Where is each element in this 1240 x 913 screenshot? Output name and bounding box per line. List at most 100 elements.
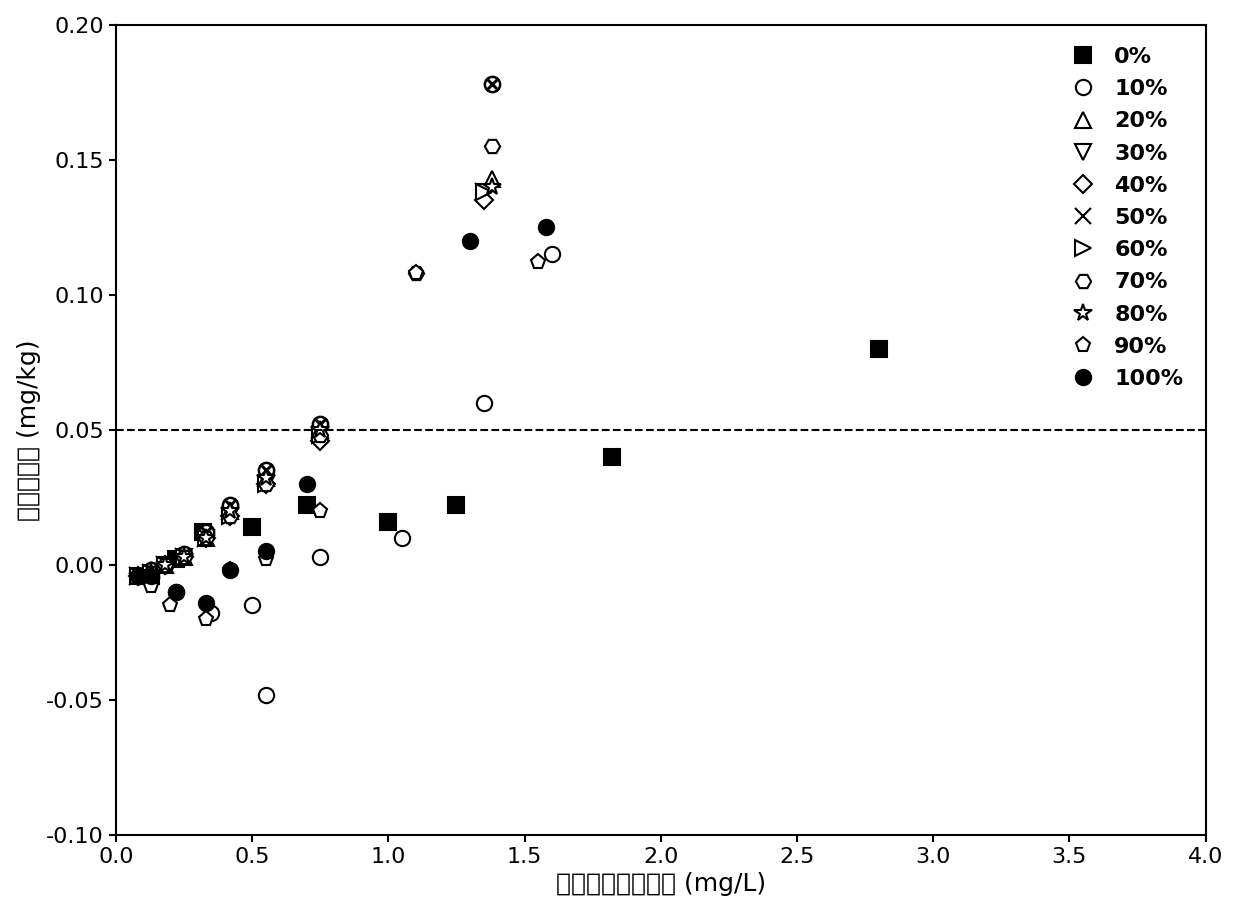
Line: 0%: 0% [144, 341, 887, 583]
70% [312, 430, 327, 441]
60% [223, 510, 238, 521]
30% [198, 532, 213, 543]
20% [198, 532, 213, 543]
X-axis label: 平衡溶液氨氮浓度 (mg/L): 平衡溶液氨氮浓度 (mg/L) [556, 872, 766, 897]
100% [258, 546, 273, 557]
0% [604, 451, 619, 462]
90% [223, 565, 238, 576]
0% [244, 521, 259, 532]
Line: 90%: 90% [130, 255, 546, 626]
70% [485, 141, 500, 152]
10% [312, 551, 327, 562]
60% [144, 568, 159, 579]
10% [394, 532, 409, 543]
20% [157, 560, 172, 571]
40% [312, 436, 327, 446]
60% [476, 186, 491, 197]
0% [449, 500, 464, 511]
80% [144, 568, 159, 579]
40% [223, 510, 238, 521]
40% [176, 551, 191, 562]
20% [258, 473, 273, 484]
0% [381, 516, 396, 527]
10% [169, 586, 184, 597]
80% [312, 425, 327, 436]
20% [144, 565, 159, 576]
60% [157, 560, 172, 571]
60% [258, 478, 273, 489]
70% [198, 532, 213, 543]
40% [258, 478, 273, 489]
Line: 80%: 80% [129, 178, 501, 584]
70% [157, 560, 172, 571]
30% [144, 568, 159, 579]
50% [312, 419, 327, 430]
30% [223, 510, 238, 521]
50% [130, 571, 145, 582]
80% [485, 182, 500, 193]
80% [198, 532, 213, 543]
70% [176, 551, 191, 562]
Line: 30%: 30% [130, 184, 491, 583]
100% [539, 222, 554, 233]
40% [130, 571, 145, 582]
20% [223, 506, 238, 517]
Line: 70%: 70% [130, 139, 500, 583]
20% [176, 551, 191, 562]
10% [244, 600, 259, 611]
90% [144, 581, 159, 592]
80% [223, 506, 238, 517]
Legend: 0%, 10%, 20%, 30%, 40%, 50%, 60%, 70%, 80%, 90%, 100%: 0%, 10%, 20%, 30%, 40%, 50%, 60%, 70%, 8… [1059, 36, 1194, 400]
100% [144, 571, 159, 582]
50% [198, 527, 213, 538]
0% [872, 343, 887, 354]
40% [476, 194, 491, 205]
70% [408, 268, 423, 278]
10% [476, 397, 491, 408]
Y-axis label: 氨氮吸附量 (mg/kg): 氨氮吸附量 (mg/kg) [16, 339, 41, 520]
80% [258, 473, 273, 484]
80% [176, 551, 191, 562]
40% [144, 568, 159, 579]
20% [485, 173, 500, 184]
Line: 10%: 10% [144, 247, 559, 702]
30% [157, 560, 172, 571]
70% [130, 571, 145, 582]
80% [157, 560, 172, 571]
70% [258, 478, 273, 489]
10% [144, 571, 159, 582]
30% [176, 551, 191, 562]
90% [531, 257, 546, 268]
Line: 20%: 20% [130, 171, 500, 583]
90% [198, 614, 213, 624]
0% [144, 571, 159, 582]
20% [130, 571, 145, 582]
60% [198, 532, 213, 543]
10% [544, 248, 559, 259]
0% [169, 554, 184, 565]
10% [258, 689, 273, 700]
60% [130, 571, 145, 582]
90% [408, 268, 423, 278]
0% [196, 527, 211, 538]
90% [312, 506, 327, 517]
100% [198, 597, 213, 608]
30% [312, 430, 327, 441]
40% [198, 532, 213, 543]
100% [130, 571, 145, 582]
30% [130, 571, 145, 582]
30% [476, 186, 491, 197]
100% [463, 236, 477, 247]
20% [312, 425, 327, 436]
50% [223, 500, 238, 511]
Line: 60%: 60% [130, 184, 491, 583]
90% [130, 571, 145, 582]
50% [144, 565, 159, 576]
Line: 100%: 100% [130, 220, 554, 610]
70% [144, 568, 159, 579]
60% [312, 430, 327, 441]
90% [258, 554, 273, 565]
80% [130, 571, 145, 582]
Line: 50%: 50% [131, 78, 498, 582]
100% [169, 586, 184, 597]
